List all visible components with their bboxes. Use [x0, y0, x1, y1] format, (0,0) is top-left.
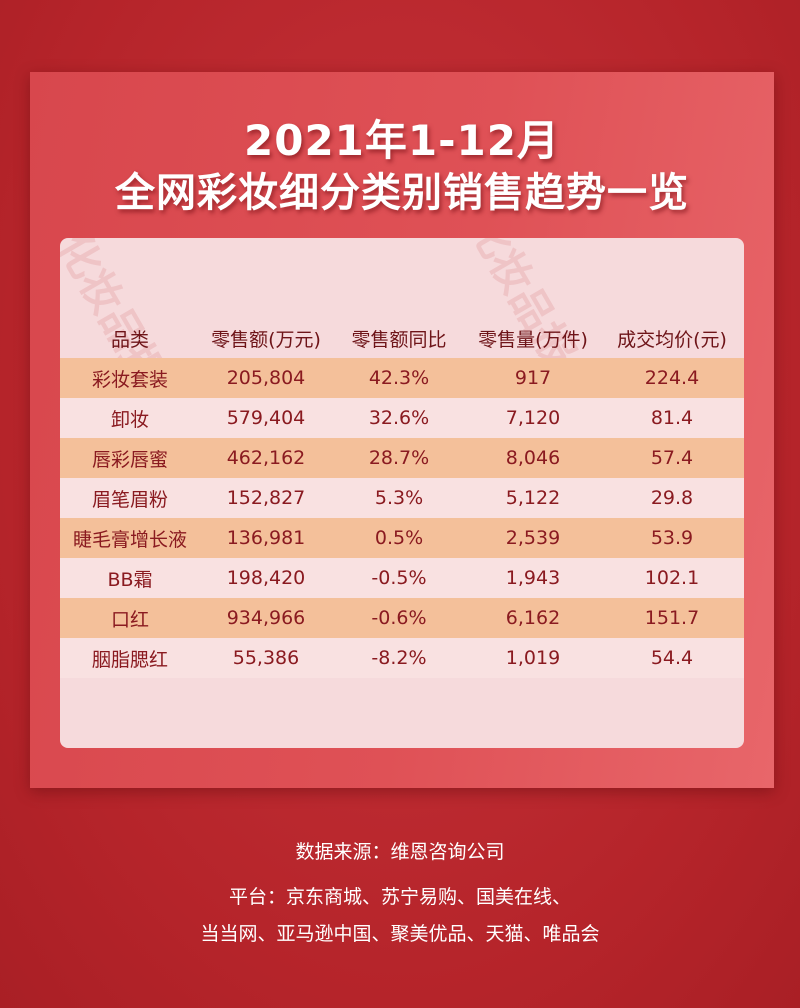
cell-retail-sales: 55,386	[200, 638, 332, 678]
cell-category: 口红	[60, 598, 200, 638]
table-header-row: 品类 零售额(万元) 零售额同比 零售量(万件) 成交均价(元)	[60, 318, 744, 358]
cell-category: 胭脂腮红	[60, 638, 200, 678]
cell-retail-sales-yoy: -0.5%	[332, 558, 466, 598]
cell-category: 睫毛膏增长液	[60, 518, 200, 558]
cell-retail-volume: 6,162	[466, 598, 600, 638]
cell-retail-sales-yoy: 5.3%	[332, 478, 466, 518]
cell-avg-price: 57.4	[600, 438, 744, 478]
header-avg-price: 成交均价(元)	[617, 328, 727, 351]
cell-retail-sales: 152,827	[200, 478, 332, 518]
cell-retail-sales: 934,966	[200, 598, 332, 638]
cell-retail-sales-yoy: 32.6%	[332, 398, 466, 438]
header-category: 品类	[110, 328, 149, 351]
cell-retail-sales: 198,420	[200, 558, 332, 598]
table-row: 卸妆 579,404 32.6% 7,120 81.4	[60, 398, 744, 438]
header-retail-sales: 零售额(万元)	[211, 328, 321, 351]
table-row: 睫毛膏增长液 136,981 0.5% 2,539 53.9	[60, 518, 744, 558]
cell-retail-volume: 5,122	[466, 478, 600, 518]
title-line-1: 2021年1-12月	[244, 116, 560, 165]
cell-retail-volume: 1,943	[466, 558, 600, 598]
cell-avg-price: 102.1	[600, 558, 744, 598]
table-row: 眉笔眉粉 152,827 5.3% 5,122 29.8	[60, 478, 744, 518]
cell-avg-price: 53.9	[600, 518, 744, 558]
table-row: 唇彩唇蜜 462,162 28.7% 8,046 57.4	[60, 438, 744, 478]
cell-retail-volume: 8,046	[466, 438, 600, 478]
table-row: 口红 934,966 -0.6% 6,162 151.7	[60, 598, 744, 638]
cell-retail-sales-yoy: 42.3%	[332, 358, 466, 398]
cell-retail-volume: 1,019	[466, 638, 600, 678]
cell-retail-sales: 136,981	[200, 518, 332, 558]
cell-category: BB霜	[60, 558, 200, 598]
table-row: 胭脂腮红 55,386 -8.2% 1,019 54.4	[60, 638, 744, 678]
cell-avg-price: 54.4	[600, 638, 744, 678]
platform-line-2: 当当网、亚马逊中国、聚美优品、天猫、唯品会	[200, 923, 600, 945]
cell-category: 彩妆套装	[60, 358, 200, 398]
cell-avg-price: 29.8	[600, 478, 744, 518]
cell-avg-price: 151.7	[600, 598, 744, 638]
cell-retail-volume: 2,539	[466, 518, 600, 558]
header-retail-sales-yoy: 零售额同比	[351, 328, 447, 351]
table-row: 彩妆套装 205,804 42.3% 917 224.4	[60, 358, 744, 398]
cell-retail-sales-yoy: -8.2%	[332, 638, 466, 678]
header-retail-volume: 零售量(万件)	[478, 328, 588, 351]
cell-retail-volume: 7,120	[466, 398, 600, 438]
cell-retail-sales: 205,804	[200, 358, 332, 398]
cell-category: 唇彩唇蜜	[60, 438, 200, 478]
data-source: 数据来源：维恩咨询公司	[295, 841, 505, 863]
cell-avg-price: 81.4	[600, 398, 744, 438]
cell-retail-volume: 917	[466, 358, 600, 398]
cell-category: 卸妆	[60, 398, 200, 438]
sales-table: 品类 零售额(万元) 零售额同比 零售量(万件) 成交均价(元) 彩妆套装 205…	[60, 318, 744, 678]
cell-retail-sales: 462,162	[200, 438, 332, 478]
table-panel: 化妆品报 化妆品报 化妆品报 化妆品报 品类 零售额(万元) 零售额同比 零售量…	[60, 238, 744, 748]
table-row: BB霜 198,420 -0.5% 1,943 102.1	[60, 558, 744, 598]
cell-retail-sales-yoy: -0.6%	[332, 598, 466, 638]
table-body: 彩妆套装 205,804 42.3% 917 224.4 卸妆 579,404 32.6% 7,…	[60, 358, 744, 678]
cell-avg-price: 224.4	[600, 358, 744, 398]
cell-retail-sales-yoy: 0.5%	[332, 518, 466, 558]
main-card: 2021年1-12月 全网彩妆细分类别销售趋势一览 化妆品报 化妆品报 化妆品报…	[30, 72, 774, 788]
cell-retail-sales-yoy: 28.7%	[332, 438, 466, 478]
platform-line-1: 平台：京东商城、苏宁易购、国美在线、	[228, 886, 571, 908]
cell-category: 眉笔眉粉	[60, 478, 200, 518]
cell-retail-sales: 579,404	[200, 398, 332, 438]
title-line-2: 全网彩妆细分类别销售趋势一览	[115, 170, 689, 216]
